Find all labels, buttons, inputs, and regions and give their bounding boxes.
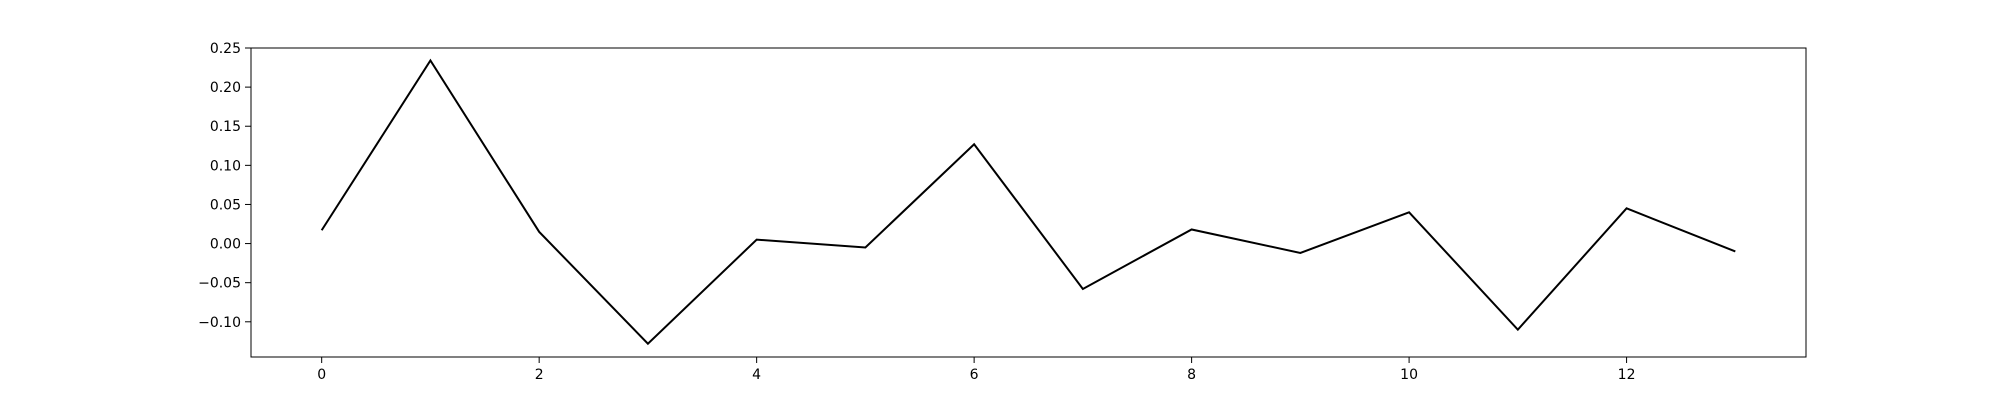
plot-frame — [250, 47, 1807, 358]
x-tick-label: 10 — [1400, 367, 1418, 383]
y-axis: 0.25 0.20 0.15 0.10 0.05 0.00 −0.05 −0.10 — [198, 41, 251, 331]
x-tick-label: 8 — [1187, 367, 1196, 383]
data-point — [1299, 252, 1301, 254]
data-point — [973, 143, 975, 145]
x-tick-label: 2 — [535, 367, 544, 383]
y-tick-label: 0.10 — [210, 158, 241, 174]
y-tick-label: 0.05 — [210, 197, 241, 213]
data-point — [1626, 207, 1628, 209]
data-point — [538, 231, 540, 233]
data-point — [1082, 288, 1084, 290]
data-point — [647, 343, 649, 345]
y-tick-label: −0.10 — [198, 315, 241, 331]
x-tick-label: 0 — [317, 367, 326, 383]
x-tick-label: 12 — [1618, 367, 1636, 383]
x-tick-label: 4 — [752, 367, 761, 383]
x-tick-label: 6 — [970, 367, 979, 383]
data-point — [429, 60, 431, 62]
x-axis: 0 2 4 6 8 10 12 — [317, 357, 1635, 383]
data-point — [1517, 329, 1519, 331]
y-tick-label: 0.20 — [210, 80, 241, 96]
data-point — [864, 246, 866, 248]
data-point — [1191, 228, 1193, 230]
data-point — [321, 229, 323, 231]
y-tick-label: 0.25 — [210, 41, 241, 57]
data-point — [756, 239, 758, 241]
data-point — [1408, 211, 1410, 213]
y-tick-label: 0.00 — [210, 237, 241, 253]
data-point — [1734, 250, 1736, 252]
y-tick-label: 0.15 — [210, 119, 241, 135]
series-line — [320, 58, 1736, 346]
y-tick-label: −0.05 — [198, 276, 241, 292]
